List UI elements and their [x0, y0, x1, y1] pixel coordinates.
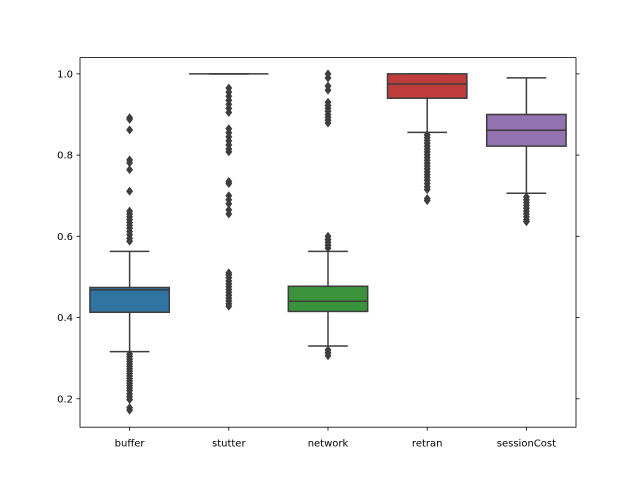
outlier-point: [324, 351, 332, 361]
y-tick-label: 0.2: [57, 394, 73, 405]
y-tick-label: 0.4: [57, 313, 73, 324]
box-iqr: [386, 73, 468, 99]
outlier-point: [225, 147, 233, 157]
boxes-layer: [89, 69, 567, 415]
box-group-sessionCost: [485, 77, 567, 227]
outlier-point: [225, 178, 233, 189]
outlier-point: [225, 107, 233, 118]
outlier-point: [126, 405, 134, 415]
outlier-point: [423, 195, 431, 206]
ticks-layer: buffer stutter network retran sessionCost 0.2…: [57, 69, 580, 450]
outlier-point: [423, 184, 431, 195]
box-group-network: [287, 69, 369, 361]
y-tick-label: 0.8: [57, 151, 73, 162]
box-iqr: [287, 285, 369, 313]
outlier-point: [225, 301, 233, 311]
x-tick-label-stutter: stutter: [212, 439, 246, 450]
y-tick-label: 1.0: [57, 69, 73, 80]
outlier-point: [126, 113, 134, 123]
outlier-point: [324, 243, 332, 253]
x-tick-label-network: network: [308, 439, 349, 450]
box-group-buffer: [89, 113, 171, 415]
box-iqr: [89, 286, 171, 314]
x-tick-label-retran: retran: [412, 439, 443, 450]
outlier-point: [225, 209, 233, 219]
box-group-stutter: [189, 73, 269, 311]
outlier-point: [126, 236, 134, 246]
x-tick-label-sessionCost: sessionCost: [497, 439, 556, 450]
outlier-point: [324, 118, 332, 128]
x-tick-label-buffer: buffer: [115, 439, 146, 450]
outlier-point: [126, 125, 134, 135]
outlier-point: [522, 217, 530, 227]
box-group-retran: [386, 73, 468, 206]
outlier-point: [126, 165, 134, 175]
outlier-point: [324, 85, 332, 95]
outlier-point: [126, 186, 134, 196]
y-tick-label: 0.6: [57, 232, 73, 243]
